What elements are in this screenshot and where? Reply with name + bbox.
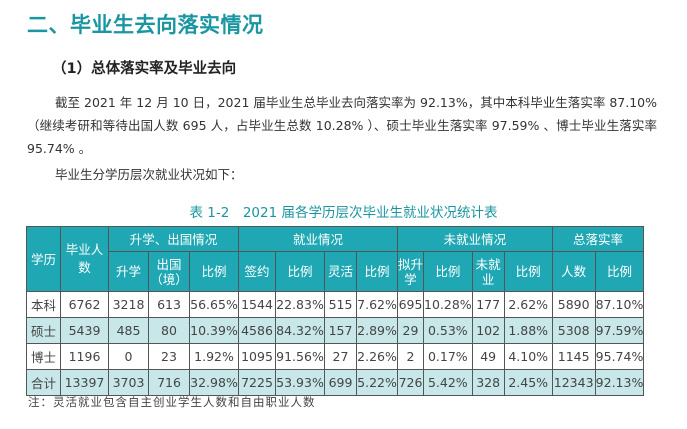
header-total-rate: 总落实率 xyxy=(551,226,645,252)
cell: 1145 xyxy=(551,343,596,370)
cell: 6762 xyxy=(60,291,109,318)
cell: 328 xyxy=(471,369,505,396)
cell: 5439 xyxy=(60,317,109,344)
cell: 4.10% xyxy=(503,343,553,370)
cell: 2.45% xyxy=(503,369,553,396)
subheader-planning-study: 拟升学 xyxy=(397,251,424,292)
cell: 699 xyxy=(324,369,357,396)
subheader-signed: 签约 xyxy=(238,251,276,292)
cell: 97.59% xyxy=(594,317,645,344)
cell: 695 xyxy=(397,291,424,318)
subsection-title: （1）总体落实率及毕业去向 xyxy=(52,61,237,77)
employment-statistics-table: 学历 毕业人数 升学、出国情况 就业情况 未就业情况 总落实率 升学 出国（境）… xyxy=(26,226,645,396)
cell: 716 xyxy=(148,369,190,396)
row-degree: 硕士 xyxy=(26,317,61,344)
cell: 27 xyxy=(324,343,357,370)
cell: 102 xyxy=(471,317,505,344)
cell: 12343 xyxy=(551,369,596,396)
cell: 13397 xyxy=(60,369,109,396)
cell: 10.28% xyxy=(423,291,473,318)
subheader-unemployed: 未就业 xyxy=(471,251,505,292)
cell: 7.62% xyxy=(356,291,398,318)
subheader-flexible: 灵活 xyxy=(324,251,357,292)
subheader-study-ratio: 比例 xyxy=(189,251,239,292)
header-degree: 学历 xyxy=(26,226,61,292)
header-unemployed: 未就业情况 xyxy=(397,226,553,252)
cell: 95.74% xyxy=(594,343,645,370)
subheader-planning-study-label: 拟升学 xyxy=(398,256,424,287)
header-employment: 就业情况 xyxy=(238,226,398,252)
cell: 80 xyxy=(148,317,190,344)
cell: 10.39% xyxy=(189,317,239,344)
table-note: 注：灵活就业包含自主创业学生人数和自由职业人数 xyxy=(28,395,316,409)
cell: 53.93% xyxy=(275,369,325,396)
table-row: 本科 6762 3218 613 56.65% 1544 22.83% 515 … xyxy=(26,291,645,318)
header-further-study: 升学、出国情况 xyxy=(108,226,239,252)
summary-paragraph: 截至 2021 年 12 月 10 日，2021 届毕业生总毕业去向落实率为 9… xyxy=(27,95,657,156)
cell: 2.26% xyxy=(356,343,398,370)
cell: 2.62% xyxy=(503,291,553,318)
cell: 1196 xyxy=(60,343,109,370)
cell: 0.17% xyxy=(423,343,473,370)
table-row-total: 合计 13397 3703 716 32.98% 7225 53.93% 699… xyxy=(26,369,645,396)
table-row: 硕士 5439 485 80 10.39% 4586 84.32% 157 2.… xyxy=(26,317,645,344)
cell: 2 xyxy=(397,343,424,370)
cell: 23 xyxy=(148,343,190,370)
cell: 5.42% xyxy=(423,369,473,396)
cell: 0 xyxy=(108,343,149,370)
subheader-unemployed-ratio: 比例 xyxy=(503,251,553,292)
cell: 91.56% xyxy=(275,343,325,370)
cell: 92.13% xyxy=(594,369,645,396)
cell: 177 xyxy=(471,291,505,318)
cell: 7225 xyxy=(238,369,276,396)
cell: 613 xyxy=(148,291,190,318)
row-degree: 博士 xyxy=(26,343,61,370)
row-degree: 本科 xyxy=(26,291,61,318)
subheader-study: 升学 xyxy=(108,251,149,292)
subheader-total-count: 人数 xyxy=(551,251,596,292)
cell: 1.88% xyxy=(503,317,553,344)
cell: 56.65% xyxy=(189,291,239,318)
cell: 49 xyxy=(471,343,505,370)
cell: 5.22% xyxy=(356,369,398,396)
subheader-abroad: 出国（境） xyxy=(148,251,190,292)
row-degree: 合计 xyxy=(26,369,61,396)
subheader-unemployed-label: 未就业 xyxy=(475,256,501,287)
cell: 3703 xyxy=(108,369,149,396)
cell: 0.53% xyxy=(423,317,473,344)
subheader-flexible-ratio: 比例 xyxy=(356,251,398,292)
intro-paragraph: 毕业生分学历层次就业状况如下： xyxy=(55,167,243,182)
cell: 84.32% xyxy=(275,317,325,344)
subheader-planning-ratio: 比例 xyxy=(423,251,473,292)
cell: 2.89% xyxy=(356,317,398,344)
cell: 1.92% xyxy=(189,343,239,370)
cell: 5890 xyxy=(551,291,596,318)
section-title: 二、毕业生去向落实情况 xyxy=(27,13,264,37)
cell: 4586 xyxy=(238,317,276,344)
cell: 1095 xyxy=(238,343,276,370)
cell: 22.83% xyxy=(275,291,325,318)
cell: 157 xyxy=(324,317,357,344)
subheader-total-ratio: 比例 xyxy=(594,251,645,292)
cell: 5308 xyxy=(551,317,596,344)
cell: 485 xyxy=(108,317,149,344)
cell: 3218 xyxy=(108,291,149,318)
header-graduates-label: 毕业人数 xyxy=(65,242,104,275)
subheader-abroad-label: 出国（境） xyxy=(150,256,188,287)
cell: 32.98% xyxy=(189,369,239,396)
subheader-signed-ratio: 比例 xyxy=(275,251,325,292)
cell: 87.10% xyxy=(594,291,645,318)
cell: 1544 xyxy=(238,291,276,318)
table-row: 博士 1196 0 23 1.92% 1095 91.56% 27 2.26% … xyxy=(26,343,645,370)
header-graduates: 毕业人数 xyxy=(60,226,109,292)
table-caption: 表 1-2 2021 届各学历层次毕业生就业状况统计表 xyxy=(189,205,498,221)
cell: 29 xyxy=(397,317,424,344)
cell: 515 xyxy=(324,291,357,318)
cell: 726 xyxy=(397,369,424,396)
